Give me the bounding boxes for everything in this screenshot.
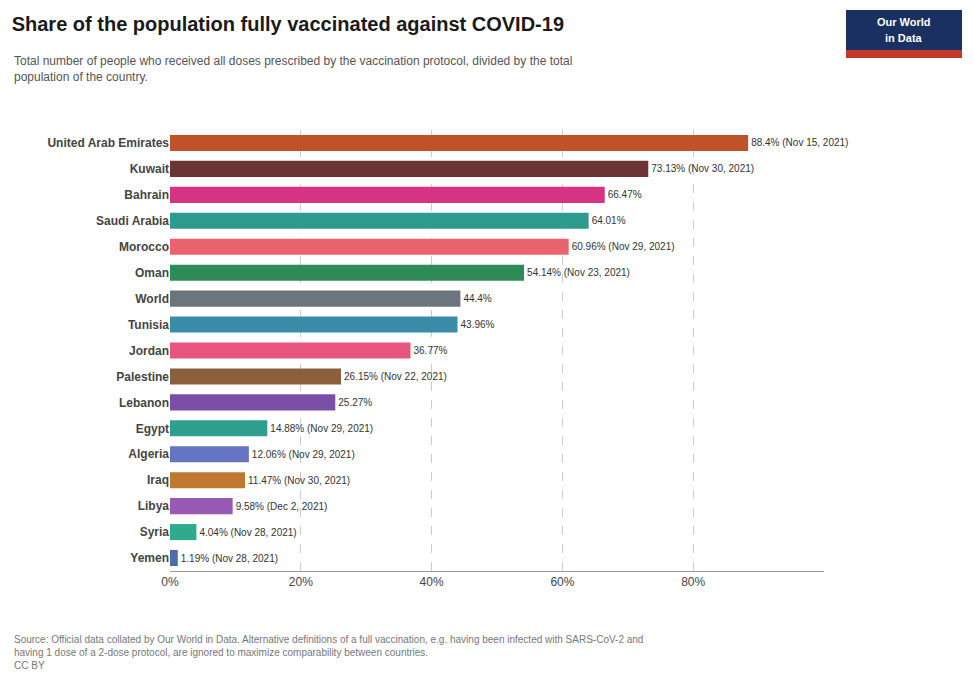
svg-text:44.4%: 44.4% [463,293,491,304]
svg-text:Bahrain: Bahrain [124,188,169,202]
svg-text:Iraq: Iraq [147,473,169,487]
svg-text:1.19% (Nov 28, 2021): 1.19% (Nov 28, 2021) [181,553,278,564]
svg-text:88.4% (Nov 15, 2021): 88.4% (Nov 15, 2021) [751,137,848,148]
svg-text:54.14% (Nov 23, 2021): 54.14% (Nov 23, 2021) [527,267,630,278]
svg-text:43.96%: 43.96% [461,319,495,330]
svg-text:26.15% (Nov 22, 2021): 26.15% (Nov 22, 2021) [344,371,447,382]
svg-text:11.47% (Nov 30, 2021): 11.47% (Nov 30, 2021) [248,475,350,486]
svg-text:9.58% (Dec 2, 2021): 9.58% (Dec 2, 2021) [236,501,328,512]
svg-text:Yemen: Yemen [130,551,169,565]
svg-text:Saudi Arabia: Saudi Arabia [96,214,169,228]
svg-text:Share of the population fully: Share of the population fully vaccinated… [12,13,564,35]
svg-text:in Data: in Data [885,32,923,44]
svg-text:Lebanon: Lebanon [119,396,169,410]
svg-text:Egypt: Egypt [136,422,169,436]
svg-text:Algeria: Algeria [128,447,169,461]
svg-text:73.13% (Nov 30, 2021): 73.13% (Nov 30, 2021) [651,163,754,174]
svg-text:66.47%: 66.47% [608,189,642,200]
svg-text:Our World: Our World [877,16,931,28]
svg-text:Jordan: Jordan [129,344,169,358]
svg-text:25.27%: 25.27% [338,397,372,408]
svg-text:64.01%: 64.01% [592,215,626,226]
svg-text:Libya: Libya [138,499,170,513]
svg-text:36.77%: 36.77% [413,345,447,356]
svg-text:World: World [135,292,169,306]
svg-text:Oman: Oman [135,266,169,280]
svg-text:4.04% (Nov 28, 2021): 4.04% (Nov 28, 2021) [199,527,296,538]
svg-text:14.88% (Nov 29, 2021): 14.88% (Nov 29, 2021) [270,423,373,434]
svg-text:80%: 80% [681,575,705,589]
svg-text:40%: 40% [420,575,444,589]
svg-text:12.06% (Nov 29, 2021): 12.06% (Nov 29, 2021) [252,449,355,460]
svg-text:Palestine: Palestine [116,370,169,384]
svg-text:Source: Official data collated: Source: Official data collated by Our Wo… [14,634,643,671]
svg-text:Syria: Syria [140,525,170,539]
svg-text:United Arab Emirates: United Arab Emirates [47,136,169,150]
svg-text:Morocco: Morocco [119,240,169,254]
svg-text:60.96% (Nov 29, 2021): 60.96% (Nov 29, 2021) [572,241,675,252]
svg-text:Total number of people who rec: Total number of people who received all … [14,54,572,84]
svg-text:Tunisia: Tunisia [128,318,169,332]
svg-text:20%: 20% [289,575,313,589]
svg-text:Kuwait: Kuwait [130,162,169,176]
svg-text:60%: 60% [550,575,574,589]
svg-text:0%: 0% [161,575,179,589]
